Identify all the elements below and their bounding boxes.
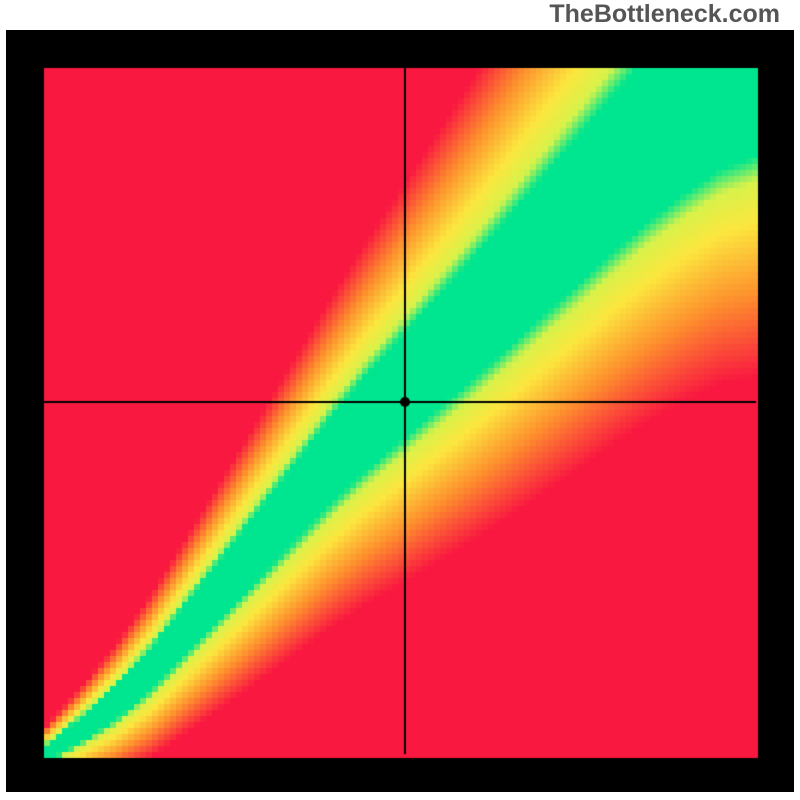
watermark: TheBottleneck.com bbox=[549, 0, 780, 29]
heatmap-canvas bbox=[6, 30, 794, 792]
bottleneck-heatmap bbox=[6, 30, 794, 792]
